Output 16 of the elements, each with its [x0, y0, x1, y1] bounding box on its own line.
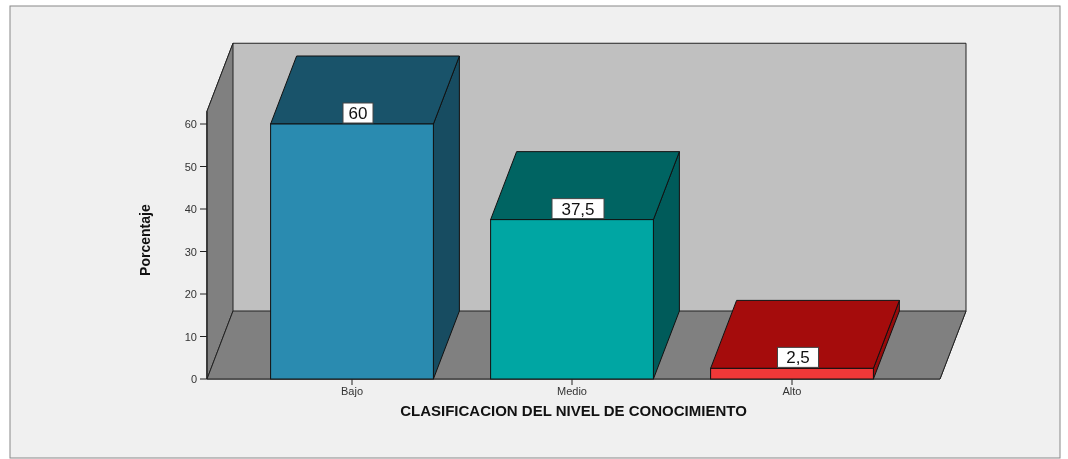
bar — [710, 367, 874, 380]
data-label: 37,5 — [561, 199, 595, 219]
y-tick-label: 50 — [184, 160, 197, 173]
y-tick-label: 40 — [184, 203, 197, 215]
y-tick-label: 20 — [184, 288, 197, 300]
x-tick-label: Medio — [557, 385, 587, 397]
data-label: 60 — [348, 104, 368, 123]
y-axis-title: Porcentaje — [137, 204, 153, 276]
y-tick-label: 60 — [184, 118, 197, 130]
x-axis-title: CLASIFICACION DEL NIVEL DE CONOCIMIENTO — [400, 402, 748, 419]
y-tick-label: 30 — [184, 245, 197, 258]
x-tick-label: Bajo — [340, 385, 364, 397]
y-tick-label: 10 — [184, 330, 197, 343]
data-label: 2,5 — [786, 348, 810, 368]
x-tick-label: Alto — [782, 385, 802, 397]
y-tick-label: 0 — [190, 373, 197, 385]
